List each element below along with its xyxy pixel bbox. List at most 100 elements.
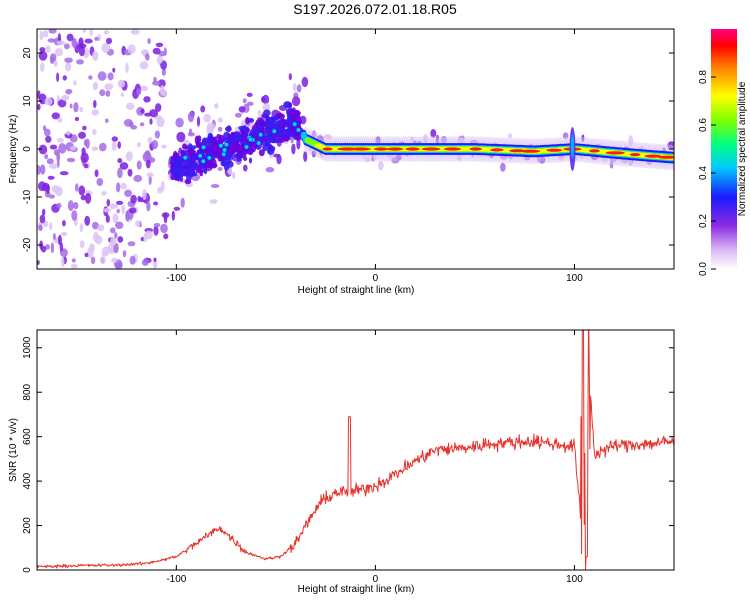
spectrogram-cell: [76, 59, 84, 65]
spectrogram-cell: [183, 164, 189, 170]
spectrogram-cell: [60, 231, 68, 236]
spectrogram-cell: [45, 244, 50, 250]
spectrogram-cell: [39, 214, 46, 224]
spectrogram-cell: [295, 127, 301, 133]
spectrogram-cell: [44, 97, 53, 106]
y-tick-label: 10: [22, 95, 33, 107]
spectrogram-cell: [143, 232, 148, 243]
spectrogram-cell: [142, 189, 147, 201]
spectrogram-cell: [190, 165, 197, 172]
snr-y-ticks: 0 200 400 600 800 1000: [22, 336, 674, 573]
spectrogram-cell: [161, 68, 166, 76]
spectrogram-cell: [122, 250, 127, 258]
spectrogram-cell: [265, 123, 270, 130]
spectrogram-cell: [269, 154, 274, 159]
spectrogram-cell: [139, 61, 149, 70]
spectrogram-cell: [110, 227, 116, 234]
spectrogram-cell: [180, 197, 185, 208]
spectrogram-cell: [537, 156, 542, 163]
spectrogram-cell: [69, 103, 73, 109]
spectrogram-cell: [57, 117, 63, 123]
spectrogram-cell: [91, 109, 100, 116]
spectrogram-cell: [210, 184, 220, 188]
spectrogram-cell: [127, 44, 136, 54]
spectrogram-cell: [65, 88, 73, 95]
spectrogram-cell: [99, 89, 106, 97]
spectrogram-cell: [37, 260, 40, 265]
spectrogram-cell: [114, 232, 118, 239]
spectrogram-cell: [266, 138, 271, 147]
spectrogram-cell: [125, 151, 133, 162]
spectrogram-cell: [54, 48, 64, 57]
spectrogram-cell: [101, 42, 111, 53]
spectrogram-cell: [589, 149, 600, 153]
spectrogram-cell: [301, 76, 309, 88]
spectrogram-cell: [287, 117, 293, 123]
spectrogram-cell: [373, 147, 389, 151]
spectrogram-cell: [265, 167, 275, 173]
spectrogram-x-ticks: -100 0 100: [166, 29, 583, 284]
y-tick-label: 400: [22, 472, 33, 489]
spectrogram-cell: [152, 80, 161, 86]
spectrogram-cell: [291, 96, 301, 107]
figure-title: S197.2026.072.01.18.R05: [293, 1, 457, 17]
spectrogram-cell: [163, 212, 168, 224]
spectrogram-cell: [37, 164, 41, 176]
spectrogram-cell: [249, 141, 255, 148]
spectrogram-cell: [206, 122, 215, 132]
spectrogram-cell: [137, 195, 142, 203]
spectrogram-cell: [56, 151, 61, 163]
spectrogram-cell: [112, 67, 116, 73]
spectrogram-cell: [153, 201, 159, 206]
spectrogram-cell: [136, 88, 142, 96]
spectrogram-cell: [179, 177, 183, 182]
spectrogram-cell: [217, 166, 223, 171]
spectrogram-cell: [115, 221, 124, 230]
x-tick-label: -100: [166, 273, 186, 284]
spectrogram-cell: [232, 132, 236, 138]
y-tick-label: 200: [22, 517, 33, 534]
spectrogram-cell: [206, 155, 212, 161]
spectrogram-cell: [364, 156, 371, 163]
spectrogram-cell: [156, 55, 163, 64]
spectrogram-cell: [103, 208, 112, 213]
spectrogram-cell: [90, 256, 96, 265]
spectrogram-cell: [263, 109, 271, 117]
spectrogram-cell: [271, 128, 277, 134]
spectrogram-cell: [59, 171, 69, 176]
spectrogram-cell: [206, 138, 215, 144]
spectrogram-cell: [38, 51, 48, 61]
spectrogram-cell: [273, 153, 281, 158]
spectrogram-cell: [186, 159, 191, 165]
spectrogram-cell: [218, 143, 224, 149]
spectrogram-cell: [262, 103, 271, 112]
spectrogram-cell: [104, 83, 114, 91]
spectrogram-cell: [38, 144, 48, 155]
spectrogram-cell: [69, 146, 77, 151]
spectrogram-cell: [109, 236, 117, 246]
spectrogram-cell: [79, 106, 84, 113]
spectrogram-cell: [203, 113, 211, 123]
spectrogram-cell: [173, 206, 181, 211]
spectrogram-cell: [143, 96, 151, 103]
spectrogram-cell: [226, 160, 234, 168]
spectrogram-y-axis-label: Frequency (Hz): [8, 115, 19, 184]
spectrogram-cell: [581, 134, 585, 142]
spectrogram-cell: [198, 162, 207, 169]
spectrogram-cell: [70, 263, 78, 269]
y-tick-label: 800: [22, 383, 33, 400]
x-tick-label: 100: [566, 273, 583, 284]
spectrogram-cell: [89, 29, 93, 37]
spectrogram-cell: [258, 120, 267, 126]
spectrogram-cell: [82, 29, 86, 33]
spectrogram-cell: [222, 147, 228, 153]
spectrogram-cell: [152, 47, 161, 55]
spectrogram-cell: [46, 158, 54, 165]
spectrogram-cell: [74, 116, 79, 122]
colorbar-tick-label: 0.8: [698, 70, 709, 84]
spectrogram-cell: [39, 47, 46, 53]
spectrogram-cell: [93, 100, 97, 108]
spectrogram-cell: [629, 153, 641, 157]
spectrogram-cell: [222, 138, 229, 143]
spectrogram-cell: [288, 73, 292, 81]
